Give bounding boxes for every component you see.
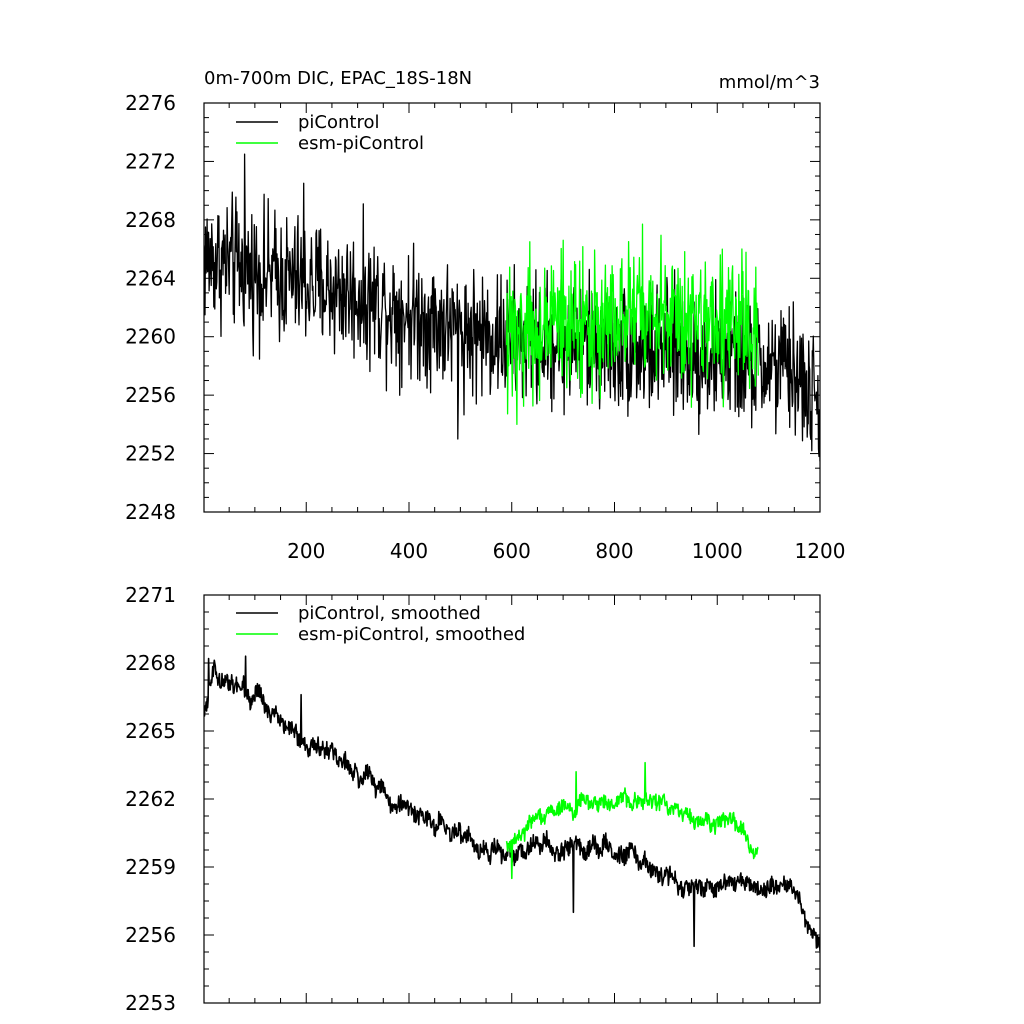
y-tick-label: 2265	[125, 719, 176, 743]
y-tick-label: 2268	[125, 651, 176, 675]
legend-label: piControl	[298, 112, 380, 133]
legend-label: esm-piControl, smoothed	[298, 624, 525, 645]
y-tick-label: 2264	[125, 266, 176, 290]
figure-title: 0m-700m DIC, EPAC_18S-18N	[204, 68, 472, 89]
legend-label: esm-piControl	[298, 133, 424, 154]
y-tick-label: 2256	[125, 383, 176, 407]
y-tick-label: 2248	[125, 500, 176, 524]
y-tick-label: 2260	[125, 325, 176, 349]
legend-label: piControl, smoothed	[298, 603, 481, 624]
y-tick-label: 2253	[125, 991, 176, 1015]
y-tick-label: 2276	[125, 91, 176, 115]
y-tick-label: 2268	[125, 208, 176, 232]
y-tick-label: 2271	[125, 583, 176, 607]
y-tick-label: 2256	[125, 923, 176, 947]
x-tick-label: 800	[595, 539, 633, 563]
x-tick-label: 1200	[795, 539, 846, 563]
y-tick-label: 2252	[125, 442, 176, 466]
x-tick-label: 600	[493, 539, 531, 563]
x-tick-label: 1000	[692, 539, 743, 563]
series-line-picontrol-smoothed	[204, 655, 820, 951]
bottom-panel-dic-smoothed: 2253 2256 2259 2262 2265 2268 2271 piControl, s…	[125, 583, 821, 1015]
series-line-esm-picontrol-smoothed	[505, 761, 759, 880]
y-tick-label: 2259	[125, 855, 176, 879]
plot-frame	[203, 594, 821, 1004]
y-tick-label: 2272	[125, 149, 176, 173]
x-tick-label: 400	[390, 539, 428, 563]
top-panel-dic: 200 400 600 800 1000 1200 2248 2252 2256 2260 2264…	[125, 91, 845, 563]
series-line-esm-picontrol	[505, 223, 759, 426]
units-label: mmol/m^3	[719, 72, 820, 93]
y-tick-label: 2262	[125, 787, 176, 811]
x-tick-label: 200	[287, 539, 325, 563]
